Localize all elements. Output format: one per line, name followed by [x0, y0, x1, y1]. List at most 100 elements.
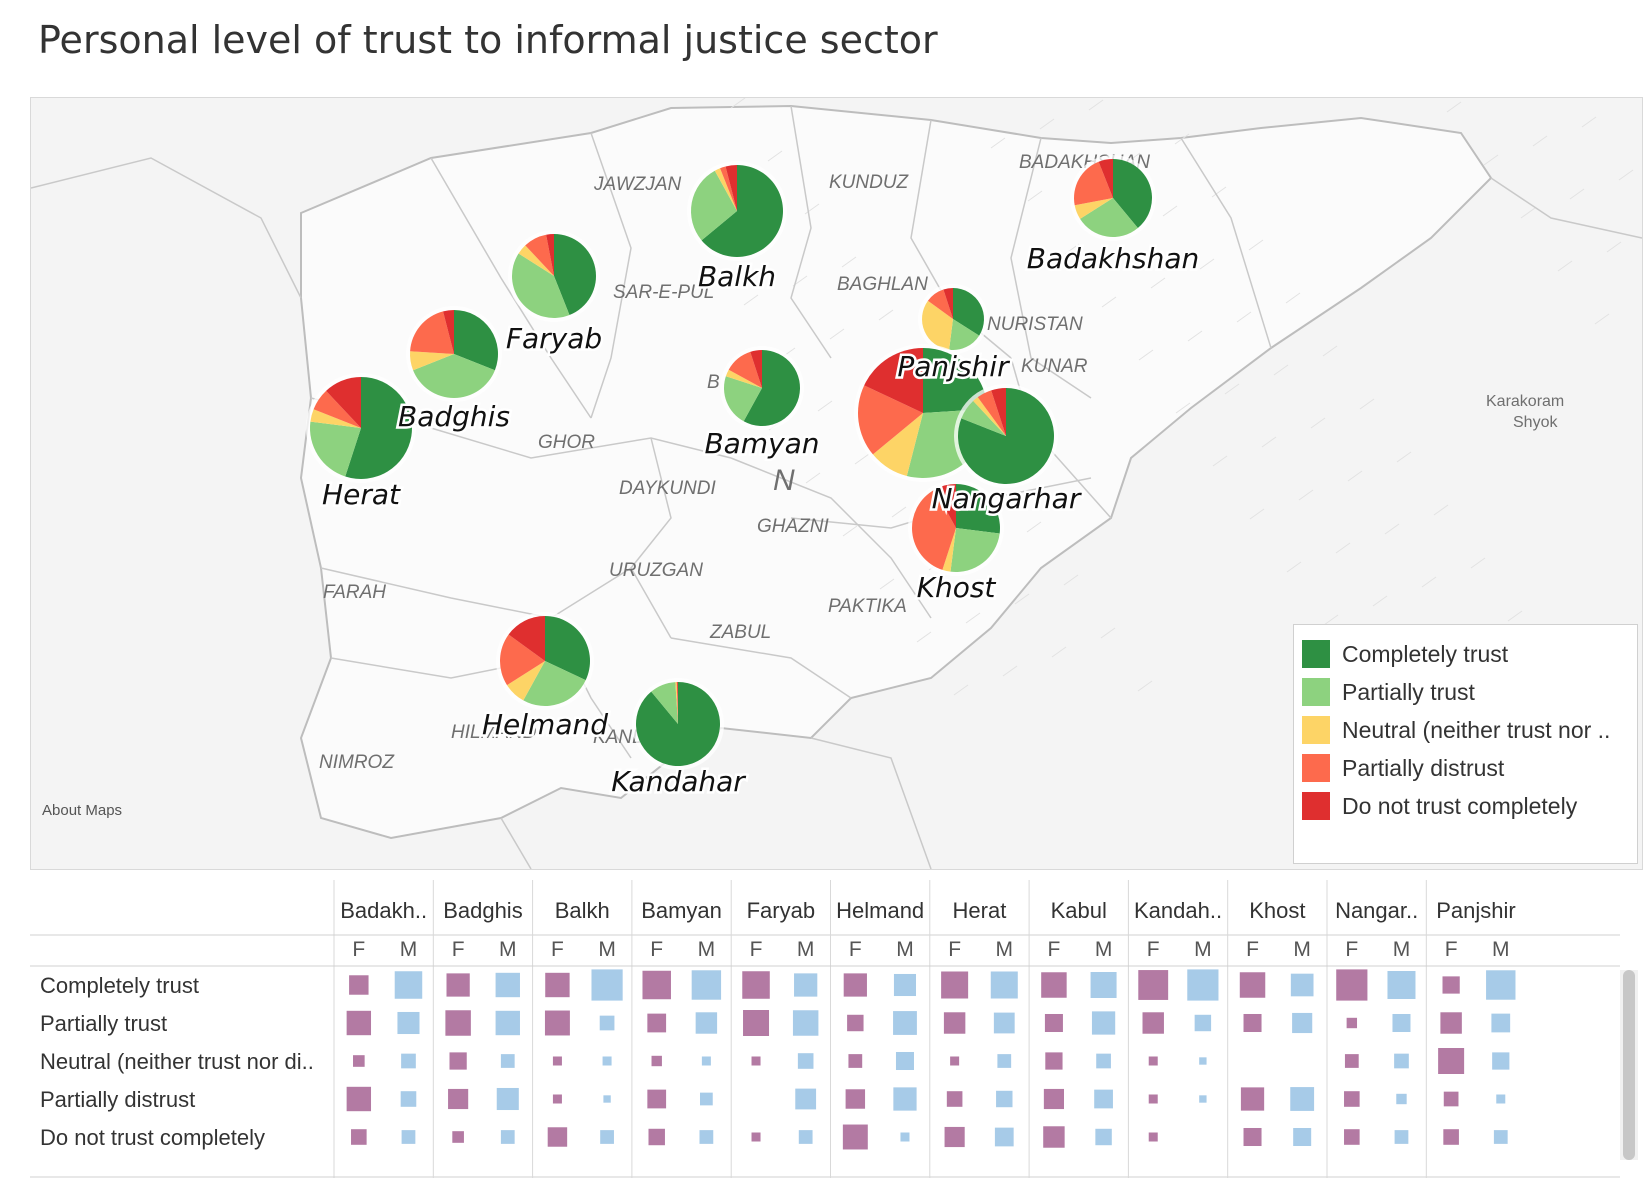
table-mark-r3-c8-f[interactable] — [1148, 1094, 1158, 1104]
pie-slice-balkh-1[interactable] — [690, 170, 737, 241]
table-mark-r2-c0-f[interactable] — [353, 1055, 365, 1067]
pie-slice-helmand-2[interactable] — [507, 661, 545, 701]
pie-slice-nangarhar-3[interactable] — [977, 390, 1006, 436]
column-header-8[interactable]: Kandah.. — [1134, 898, 1222, 923]
table-mark-r3-c10-f[interactable] — [1344, 1091, 1360, 1107]
table-mark-r0-c10-m[interactable] — [1387, 970, 1416, 1000]
table-mark-r2-c10-f[interactable] — [1344, 1054, 1359, 1068]
table-mark-r2-c8-m[interactable] — [1199, 1057, 1207, 1065]
pie-slice-faryab-2[interactable] — [518, 245, 554, 276]
table-mark-r3-c5-f[interactable] — [845, 1089, 866, 1109]
table-mark-r3-c0-m[interactable] — [400, 1091, 417, 1107]
legend-item-do-not-trust[interactable]: Do not trust completely — [1302, 791, 1577, 821]
pie-slice-kandahar-2[interactable] — [675, 682, 678, 724]
pie-slice-nangarhar-4[interactable] — [991, 388, 1006, 436]
table-mark-r4-c5-m[interactable] — [900, 1132, 910, 1142]
pie-slice-khost-2[interactable] — [942, 528, 956, 572]
table-mark-r3-c6-m[interactable] — [996, 1090, 1013, 1108]
table-mark-r3-c9-f[interactable] — [1240, 1087, 1265, 1111]
table-mark-r2-c1-f[interactable] — [449, 1052, 467, 1070]
map-panel[interactable]: JAWZJAN KUNDUZ BADAKHSHAN SAR-E-PUL BAGHLAN N… — [30, 97, 1643, 870]
table-mark-r2-c3-m[interactable] — [701, 1056, 711, 1066]
pie-slice-kabul-3[interactable] — [857, 385, 923, 455]
table-mark-r3-c1-m[interactable] — [496, 1087, 519, 1111]
pie-kandahar[interactable] — [632, 678, 724, 770]
pie-slice-faryab-4[interactable] — [546, 234, 554, 276]
pie-herat[interactable] — [306, 373, 416, 483]
table-mark-r3-c2-f[interactable] — [552, 1094, 562, 1104]
table-mark-r2-c4-m[interactable] — [797, 1053, 814, 1069]
table-mark-r3-c5-m[interactable] — [893, 1087, 917, 1111]
pie-slice-herat-3[interactable] — [313, 390, 361, 428]
table-mark-r0-c9-f[interactable] — [1239, 972, 1266, 998]
table-mark-r3-c11-m[interactable] — [1496, 1094, 1506, 1104]
pie-slice-khost-1[interactable] — [950, 528, 1000, 572]
table-mark-r1-c2-f[interactable] — [544, 1010, 570, 1036]
table-mark-r4-c11-f[interactable] — [1443, 1129, 1459, 1145]
table-mark-r2-c11-m[interactable] — [1492, 1052, 1510, 1070]
table-mark-r0-c2-m[interactable] — [591, 969, 623, 1001]
pie-slice-faryab-1[interactable] — [511, 253, 570, 319]
pie-slice-badghis-2[interactable] — [410, 351, 454, 371]
pie-slice-helmand-3[interactable] — [500, 634, 545, 686]
pie-slice-badghis-1[interactable] — [413, 354, 495, 398]
table-mark-r0-c4-f[interactable] — [742, 971, 770, 999]
table-mark-r4-c3-m[interactable] — [699, 1130, 714, 1144]
pie-slice-balkh-2[interactable] — [714, 168, 737, 211]
pie-slice-bamyan-1[interactable] — [724, 376, 762, 422]
table-mark-r2-c4-f[interactable] — [751, 1056, 761, 1066]
trust-by-gender-table[interactable]: Badakh.. F M Badghis F M Balkh F M Bamyan F M Faryab… — [30, 880, 1650, 1178]
table-mark-r4-c4-m[interactable] — [798, 1130, 813, 1144]
pie-slice-kandahar-4[interactable] — [677, 682, 678, 724]
pie-panjshir[interactable] — [918, 284, 988, 354]
table-mark-r0-c7-f[interactable] — [1041, 972, 1067, 998]
table-mark-r1-c3-f[interactable] — [647, 1013, 667, 1033]
pie-slice-badakhshan-0[interactable] — [1113, 159, 1152, 229]
table-mark-r4-c10-m[interactable] — [1394, 1130, 1409, 1144]
table-mark-r0-c11-m[interactable] — [1486, 970, 1516, 1000]
table-mark-r2-c3-f[interactable] — [651, 1055, 662, 1067]
pie-slice-khost-4[interactable] — [934, 484, 956, 528]
table-mark-r2-c1-m[interactable] — [500, 1054, 515, 1068]
table-mark-r1-c8-f[interactable] — [1142, 1012, 1164, 1034]
table-mark-r0-c5-f[interactable] — [843, 973, 867, 997]
pie-khost[interactable] — [908, 480, 1004, 576]
table-mark-r3-c4-m[interactable] — [795, 1088, 817, 1110]
table-mark-r0-c8-m[interactable] — [1187, 969, 1219, 1001]
pie-badakhshan[interactable] — [1070, 155, 1156, 241]
table-mark-r0-c7-m[interactable] — [1090, 972, 1117, 998]
table-mark-r1-c10-f[interactable] — [1346, 1017, 1358, 1029]
pie-slice-balkh-3[interactable] — [720, 166, 737, 211]
table-mark-r2-c11-f[interactable] — [1438, 1048, 1465, 1074]
table-mark-r3-c11-f[interactable] — [1443, 1091, 1459, 1107]
table-mark-r0-c3-m[interactable] — [691, 970, 722, 1000]
table-mark-r1-c8-m[interactable] — [1194, 1014, 1212, 1032]
pie-slice-khost-3[interactable] — [911, 489, 956, 570]
pie-slice-balkh-0[interactable] — [701, 165, 784, 257]
table-mark-r3-c6-f[interactable] — [946, 1091, 963, 1107]
table-mark-r4-c4-f[interactable] — [751, 1132, 761, 1142]
table-mark-r1-c10-m[interactable] — [1392, 1013, 1411, 1033]
table-mark-r0-c10-f[interactable] — [1336, 969, 1368, 1001]
pie-balkh[interactable] — [687, 161, 787, 261]
column-header-10[interactable]: Nangar.. — [1335, 898, 1418, 923]
table-mark-r1-c11-m[interactable] — [1491, 1013, 1511, 1033]
pie-slice-bamyan-2[interactable] — [725, 369, 762, 388]
table-mark-r4-c7-f[interactable] — [1043, 1126, 1065, 1148]
table-mark-r1-c4-m[interactable] — [792, 1010, 819, 1036]
table-mark-r2-c7-f[interactable] — [1045, 1052, 1063, 1070]
pie-slice-nangarhar-2[interactable] — [973, 397, 1006, 436]
pie-slice-nangarhar-1[interactable] — [961, 401, 1006, 436]
table-mark-r0-c0-m[interactable] — [394, 971, 423, 999]
pie-nangarhar[interactable] — [954, 384, 1058, 488]
table-mark-r1-c9-f[interactable] — [1243, 1013, 1262, 1033]
pie-slice-helmand-0[interactable] — [545, 616, 590, 681]
pie-slice-herat-2[interactable] — [310, 409, 361, 428]
pie-faryab[interactable] — [508, 230, 600, 322]
table-mark-r3-c8-m[interactable] — [1199, 1095, 1207, 1103]
table-scrollbar[interactable] — [1620, 970, 1638, 1160]
table-mark-r2-c2-f[interactable] — [552, 1056, 562, 1066]
table-mark-r1-c5-f[interactable] — [847, 1014, 864, 1032]
pie-slice-herat-0[interactable] — [345, 377, 412, 479]
